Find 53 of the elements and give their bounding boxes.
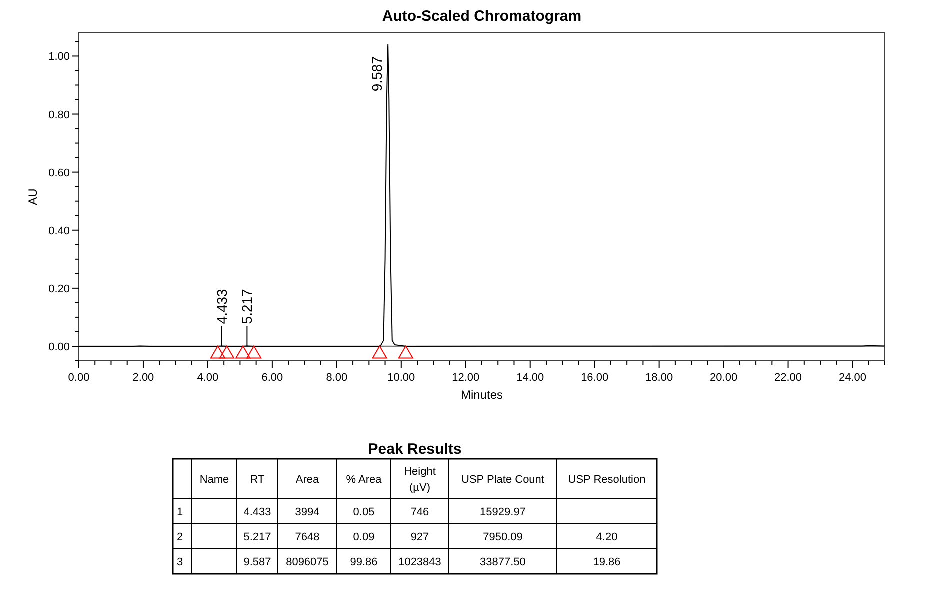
text: 15929.97 [480, 506, 526, 518]
x-tick-label: 0.00 [68, 372, 90, 384]
x-tick-label: 6.00 [262, 372, 284, 384]
text: 927 [410, 532, 430, 544]
x-tick-label: 16.00 [581, 372, 609, 384]
text: 5.217 [244, 532, 272, 544]
text: 1023843 [398, 556, 442, 568]
text: 7648 [295, 532, 320, 544]
category-label: USP Plate Count [462, 474, 544, 486]
x-tick-label: 4.00 [197, 372, 219, 384]
text: 746 [410, 506, 430, 518]
x-tick-label: 18.00 [646, 372, 674, 384]
text: 4.433 [244, 506, 272, 518]
category-label: Area [296, 474, 320, 486]
text: Peak Results [368, 441, 462, 458]
text: 7950.09 [483, 532, 523, 544]
annotation: 4.433 [214, 288, 230, 324]
x-tick-label: 14.00 [516, 372, 544, 384]
y-tick-label: 0.40 [48, 225, 70, 238]
text: 0.05 [353, 506, 375, 518]
category-label: % Area [346, 474, 383, 486]
y-tick-label: 1.00 [48, 51, 70, 64]
y-axis-title: AU [26, 188, 40, 206]
text: 4.20 [596, 532, 618, 544]
y-tick-label: 0.60 [48, 167, 70, 180]
x-axis-title: Minutes [460, 388, 504, 402]
text: 3 [177, 556, 184, 568]
x-tick-label: 12.00 [452, 372, 480, 384]
text: 8096075 [286, 556, 329, 568]
text: 19.86 [593, 556, 621, 568]
x-tick-label: 2.00 [132, 372, 154, 384]
x-tick-label: 20.00 [710, 372, 738, 384]
text: 9.587 [244, 556, 272, 568]
chart-title: Auto-Scaled Chromatogram [382, 8, 582, 25]
category-label: Name [200, 474, 230, 486]
x-tick-label: 10.00 [388, 372, 416, 384]
category-label: Height (µV) [404, 466, 436, 494]
x-tick-label: 24.00 [838, 372, 867, 384]
x-tick-label: 8.00 [326, 372, 348, 384]
text: 0.09 [353, 532, 375, 544]
text: 3994 [295, 506, 320, 518]
text: 1 [177, 506, 184, 518]
y-tick-label: 0.20 [48, 283, 70, 296]
y-tick-label: 0.00 [48, 341, 70, 354]
text: 33877.50 [480, 556, 526, 568]
x-tick-label: 22.00 [774, 372, 802, 384]
text: 2 [177, 532, 184, 544]
y-tick-label: 0.80 [48, 109, 70, 122]
text: 99.86 [350, 556, 378, 568]
annotation: 9.587 [369, 56, 386, 92]
category-label: USP Resolution [568, 474, 646, 486]
annotation: 5.217 [239, 288, 256, 324]
category-label: RT [250, 474, 266, 486]
